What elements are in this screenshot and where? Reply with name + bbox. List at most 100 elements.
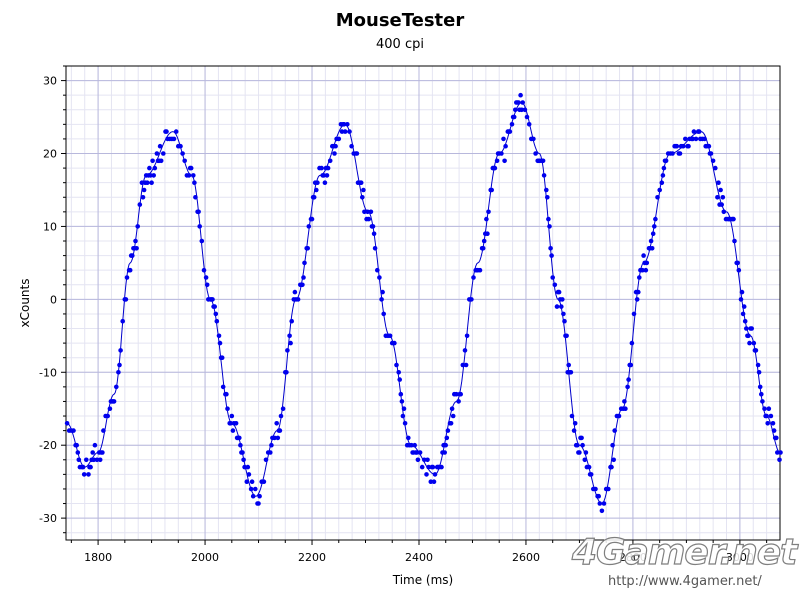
- data-point: [731, 216, 736, 222]
- data-point: [564, 333, 569, 339]
- data-point: [148, 173, 153, 178]
- data-point: [280, 406, 286, 412]
- data-point: [248, 486, 254, 492]
- data-point: [524, 114, 530, 120]
- data-point: [766, 406, 772, 412]
- data-point: [332, 151, 337, 156]
- x-tick-label: 3000: [726, 551, 754, 564]
- data-point: [120, 318, 125, 324]
- data-point: [445, 428, 451, 433]
- y-tick-label: 20: [43, 148, 57, 161]
- data-point: [365, 209, 370, 215]
- data-point: [513, 107, 518, 113]
- data-point: [762, 406, 767, 412]
- data-point: [597, 501, 603, 506]
- data-point: [92, 442, 98, 448]
- watermark-logo: 4Gamer.net: [571, 531, 798, 573]
- data-point: [75, 450, 81, 455]
- data-point: [713, 165, 718, 171]
- data-point: [454, 391, 459, 397]
- data-point: [609, 464, 614, 470]
- data-point: [550, 275, 555, 280]
- data-point: [774, 435, 779, 441]
- data-point: [401, 406, 407, 412]
- data-point: [559, 304, 564, 309]
- data-point: [507, 129, 513, 134]
- data-point: [531, 136, 536, 142]
- data-point: [741, 304, 747, 309]
- data-point: [775, 450, 780, 455]
- data-point: [392, 340, 397, 346]
- data-point: [379, 297, 384, 302]
- data-point: [616, 413, 622, 419]
- data-point: [134, 246, 139, 251]
- data-point: [287, 333, 292, 339]
- data-point: [545, 195, 550, 200]
- data-point: [648, 238, 654, 244]
- data-point: [319, 165, 324, 171]
- data-point: [439, 464, 444, 470]
- data-point: [399, 399, 405, 404]
- data-point: [629, 340, 635, 346]
- data-point: [381, 311, 387, 317]
- data-point: [778, 450, 783, 455]
- data-point: [653, 216, 658, 222]
- data-point: [720, 195, 726, 200]
- data-point: [610, 442, 615, 448]
- data-point: [88, 464, 93, 470]
- data-point: [341, 122, 347, 127]
- plot-frame: [65, 65, 781, 541]
- data-point: [240, 450, 245, 455]
- data-point: [275, 435, 281, 441]
- data-point: [636, 289, 641, 295]
- data-point: [238, 442, 243, 448]
- data-point: [370, 224, 376, 229]
- data-point: [541, 173, 547, 178]
- data-point: [509, 122, 515, 127]
- data-point: [566, 362, 571, 368]
- data-point: [696, 129, 702, 134]
- data-point: [549, 253, 554, 258]
- data-point: [105, 413, 110, 419]
- data-point: [670, 151, 675, 156]
- data-point: [212, 304, 217, 309]
- data-point: [721, 209, 727, 215]
- data-point: [444, 435, 450, 441]
- data-point: [738, 297, 744, 302]
- data-point: [300, 282, 305, 288]
- data-point: [546, 216, 551, 222]
- data-point: [571, 428, 577, 433]
- data-point: [593, 486, 598, 492]
- data-point: [158, 158, 164, 164]
- data-point: [321, 173, 327, 178]
- data-point: [511, 114, 517, 120]
- data-point: [494, 158, 500, 164]
- data-point: [154, 151, 160, 156]
- data-point: [261, 479, 267, 485]
- data-point: [637, 275, 642, 280]
- data-point: [426, 464, 431, 470]
- data-point: [652, 224, 657, 229]
- data-point: [414, 450, 420, 455]
- y-tick-label: 30: [43, 75, 57, 88]
- data-point: [387, 333, 393, 339]
- data-point: [659, 180, 665, 185]
- y-tick-label: 0: [50, 293, 57, 306]
- data-point: [683, 136, 688, 142]
- data-point: [606, 486, 611, 492]
- data-point: [97, 457, 103, 463]
- data-point: [693, 136, 699, 142]
- data-point: [626, 377, 631, 382]
- data-point: [622, 399, 627, 404]
- data-point: [127, 267, 133, 273]
- data-point: [191, 173, 196, 178]
- data-point: [123, 297, 129, 302]
- data-point: [518, 92, 523, 98]
- data-point: [292, 289, 298, 295]
- data-point: [204, 282, 210, 288]
- chart-title: MouseTester: [335, 10, 465, 31]
- data-point: [424, 472, 429, 477]
- y-tick-label: -10: [39, 366, 57, 379]
- data-point: [274, 421, 280, 426]
- data-point: [336, 136, 342, 142]
